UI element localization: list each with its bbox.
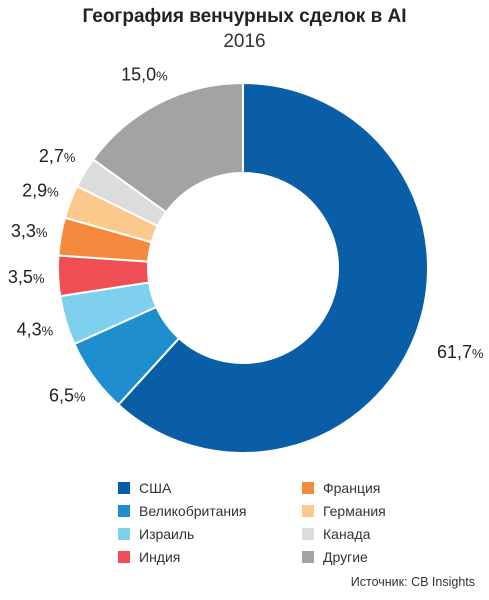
- legend-label: Индия: [139, 549, 181, 565]
- chart-title: География венчурных сделок в AI: [82, 6, 407, 27]
- slice-label-4: 3,5%: [8, 267, 45, 287]
- donut-slices: [57, 81, 429, 454]
- slice-label-2: 6,5%: [49, 385, 86, 405]
- legend-item: Израиль: [118, 526, 194, 542]
- source-note: Источник: CB Insights: [350, 575, 475, 589]
- legend-swatch: [302, 505, 314, 517]
- legend-item: Канада: [302, 526, 370, 542]
- legend-swatch: [118, 482, 130, 494]
- legend-swatch: [118, 528, 130, 540]
- legend-item: США: [118, 480, 171, 496]
- legend-item: Франция: [302, 480, 380, 496]
- legend-swatch: [302, 551, 314, 563]
- slice-label-3: 4,3%: [17, 320, 54, 340]
- slice-8: [91, 81, 244, 214]
- legend-item: Индия: [118, 549, 180, 565]
- slice-label-7: 2,7%: [39, 146, 76, 166]
- chart-subtitle: 2016: [223, 31, 266, 52]
- legend-item: Великобритания: [118, 503, 247, 519]
- slice-labels: 61,7% 6,5% 4,3% 3,5% 3,3% 2,9% 2,7% 15,0%: [8, 65, 484, 406]
- legend-label: Израиль: [139, 526, 195, 542]
- slice-label-8: 15,0%: [121, 65, 168, 85]
- legend-swatch: [118, 505, 130, 517]
- legend-label: Германия: [323, 503, 386, 519]
- legend-item: Германия: [302, 503, 386, 519]
- legend-label: Канада: [323, 526, 371, 542]
- slice-label-5: 3,3%: [11, 221, 48, 241]
- legend-swatch: [302, 528, 314, 540]
- slice-label-1: 61,7%: [437, 342, 484, 362]
- slice-1: [116, 81, 429, 454]
- legend-item: Другие: [302, 549, 368, 565]
- legend-label: Великобритания: [139, 503, 247, 519]
- legend-swatch: [302, 482, 314, 494]
- legend-label: Другие: [323, 549, 368, 565]
- legend-label: США: [139, 480, 172, 496]
- legend-label: Франция: [323, 480, 381, 496]
- legend-swatch: [118, 551, 130, 563]
- slice-label-6: 2,9%: [22, 180, 59, 200]
